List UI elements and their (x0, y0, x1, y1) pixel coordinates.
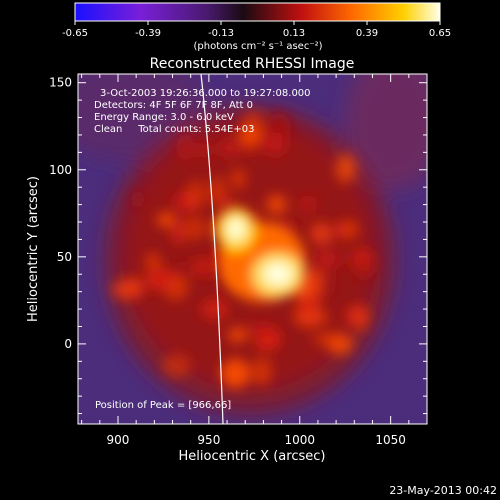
emission-blob (299, 195, 318, 212)
colorbar-tick-label: 0.65 (429, 28, 451, 39)
emission-blob (186, 179, 206, 209)
y-tick-label: 50 (57, 250, 72, 264)
y-axis-label: Heliocentric Y (arcsec) (26, 176, 41, 322)
solar-limb-line (200, 73, 224, 425)
y-tick-label: 0 (64, 337, 72, 351)
x-tick-label: 900 (107, 433, 130, 447)
emission-blob (335, 153, 357, 183)
emission-blob (170, 219, 187, 246)
y-tick-label: 100 (49, 163, 72, 177)
emission-blob (329, 249, 352, 262)
x-axis-ticks (81, 74, 410, 424)
emission-blob (130, 190, 145, 209)
emission-blob (183, 216, 208, 241)
emission-blob (312, 332, 342, 345)
colorbar-tick-label: 0.13 (283, 28, 305, 39)
annotation-detectors: Detectors: 4F 5F 6F 7F 8F, Att 0 (94, 100, 253, 111)
heatmap-image (78, 74, 427, 424)
colorbar (74, 2, 441, 22)
colorbar-tick-label: -0.65 (62, 28, 88, 39)
y-axis-ticks (78, 82, 427, 415)
emission-blob (300, 268, 324, 291)
colorbar-tick-label: -0.13 (208, 28, 234, 39)
emission-blob (172, 261, 201, 279)
annotation-time-range: 3-Oct-2003 19:26:36.000 to 19:27:08.000 (100, 88, 311, 99)
emission-blob (144, 267, 175, 292)
emission-blob (124, 275, 141, 297)
emission-blob (252, 357, 272, 386)
y-axis-tick-labels: 0 50 100 150 (49, 76, 72, 351)
colorbar-ticks (74, 21, 441, 25)
emission-blob (176, 133, 195, 161)
emission-blob (242, 110, 264, 138)
annotation-peak: Position of Peak = [966,66] (95, 400, 231, 411)
emission-blob (220, 358, 251, 389)
emission-blob (261, 130, 280, 156)
colorbar-units: (photons cm⁻² s⁻¹ asec⁻²) (193, 41, 322, 52)
emission-blob (298, 296, 315, 316)
emission-blob (353, 255, 376, 280)
y-tick-label: 150 (49, 76, 72, 90)
emission-blob (338, 220, 359, 239)
emission-blob (197, 142, 212, 159)
emission-blob (227, 327, 248, 343)
chart-title: Reconstructed RHESSI Image (150, 56, 355, 72)
emission-blob (219, 139, 239, 158)
annotation-energy: Energy Range: 3.0 - 6.0 keV (94, 112, 234, 123)
emission-blob (157, 213, 175, 227)
colorbar-tick-label: 0.39 (356, 28, 378, 39)
emission-blob (231, 168, 246, 190)
emission-blob (310, 222, 333, 244)
colorbar-tick-label: -0.39 (135, 28, 161, 39)
emission-blob (350, 304, 369, 332)
emission-blob (244, 321, 273, 336)
x-tick-label: 950 (197, 433, 220, 447)
x-axis-label: Heliocentric X (arcsec) (179, 449, 326, 464)
footer-date: 23-May-2013 00:42 (389, 484, 497, 497)
emission-blob (201, 298, 229, 320)
emission-blob (162, 354, 191, 378)
emission-blob (144, 253, 161, 270)
emission-blob (266, 194, 287, 215)
x-axis-tick-labels: 900 950 1000 1050 (107, 433, 406, 447)
plot-frame (77, 73, 428, 425)
annotation-method: Clean Total counts: 5.54E+03 (94, 124, 254, 135)
x-tick-label: 1000 (284, 433, 315, 447)
x-tick-label: 1050 (375, 433, 406, 447)
